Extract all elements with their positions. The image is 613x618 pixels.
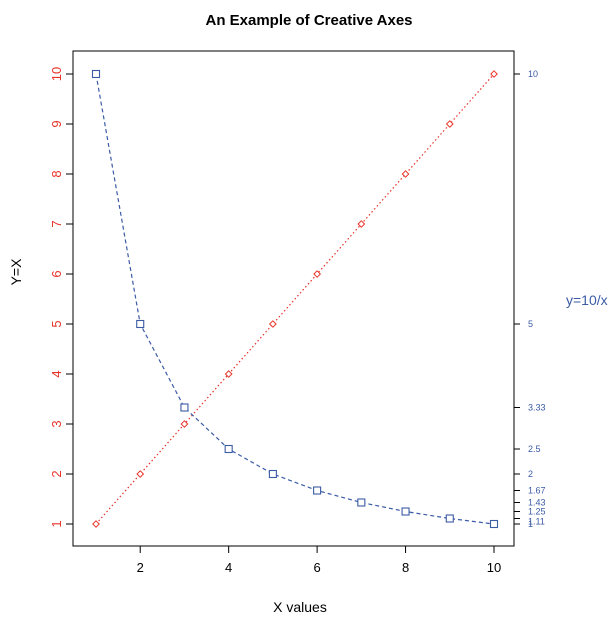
y-tick-label: 5 [49,320,64,327]
y2-tick-label: 5 [528,319,533,329]
y-axis-left: 1 2 3 4 5 6 7 8 9 10 [49,67,74,528]
data-point [92,520,100,528]
x-axis: 2 4 6 8 10 [137,545,501,575]
y2-tick-label: 2.5 [528,444,541,454]
data-point [180,420,189,428]
chart-title: An Example of Creative Axes [205,12,412,29]
data-point [401,507,410,516]
x-tick-label: 6 [313,560,320,575]
y2-tick-label: 2 [528,469,533,479]
y-tick-label: 8 [49,170,64,177]
data-point [91,69,101,79]
y-tick-label: 2 [49,470,64,477]
y2-tick-label: 10 [528,69,538,79]
y-tick-label: 4 [49,370,64,377]
data-point [489,519,499,529]
data-point [357,220,366,228]
x-axis-label: X values [273,599,327,615]
y2-tick-label: 1.25 [528,507,546,517]
y-tick-label: 7 [49,220,64,227]
data-point [401,170,410,178]
y2-axis-label: y=10/x [566,292,608,308]
y-tick-label: 1 [49,520,64,527]
y-tick-label: 9 [49,120,64,127]
data-point [268,469,277,479]
data-point [224,444,233,454]
y-tick-label: 10 [49,67,64,81]
y2-tick-label: 3.33 [528,403,546,413]
data-point [445,514,454,523]
data-point [136,319,145,329]
y2-tick-label: 1.43 [528,498,546,508]
y-tick-label: 3 [49,420,64,427]
data-point [313,270,322,278]
y-axis-label: Y=X [8,258,24,286]
series-line-2 [95,73,495,525]
y2-tick-label: 1.11 [528,517,545,527]
x-tick-label: 10 [487,560,501,575]
y-axis-right: 11.111.251.43 1.67 2 2.5 3.33 5 10 [513,69,546,529]
data-point [136,470,145,478]
x-tick-label: 2 [137,560,144,575]
data-point [357,498,366,507]
series-line-1 [95,73,495,525]
y2-tick-label: 1.67 [528,486,546,496]
x-tick-label: 8 [402,560,409,575]
data-point [180,403,189,412]
y2-tick-label: 1 [528,519,533,529]
data-point [224,370,233,378]
series-layer [91,69,499,529]
y-tick-label: 6 [49,270,64,277]
data-point [313,486,322,495]
data-point [445,120,454,128]
data-point [268,320,277,328]
data-point [490,70,498,78]
x-tick-label: 4 [225,560,232,575]
